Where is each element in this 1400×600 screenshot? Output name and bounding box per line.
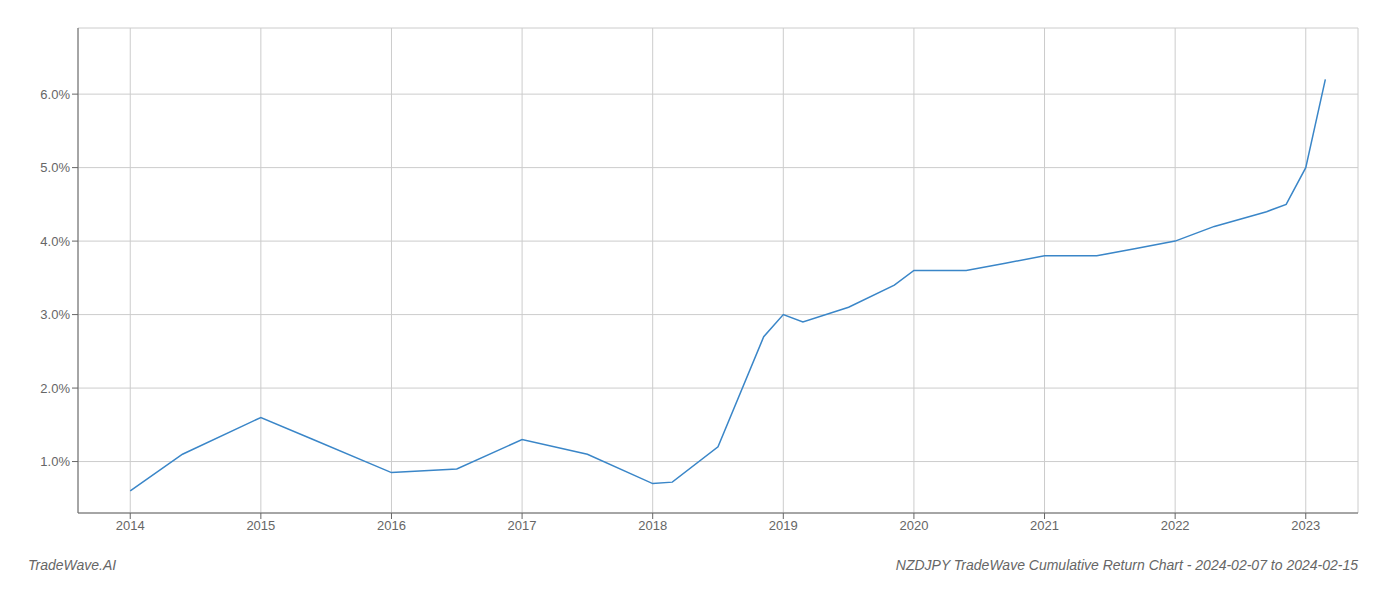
svg-text:2017: 2017 bbox=[508, 518, 537, 533]
svg-text:1.0%: 1.0% bbox=[40, 454, 70, 469]
svg-text:2016: 2016 bbox=[377, 518, 406, 533]
html-text:NZDJPY TradeWave Cumulative Re: NZDJPY TradeWave Cumulative Return Chart… bbox=[895, 557, 1358, 573]
svg-text:2018: 2018 bbox=[638, 518, 667, 533]
html-text:TradeWave.AI: TradeWave.AI bbox=[28, 557, 117, 573]
svg-text:2020: 2020 bbox=[899, 518, 928, 533]
svg-text:2015: 2015 bbox=[246, 518, 275, 533]
svg-text:2023: 2023 bbox=[1291, 518, 1320, 533]
svg-text:2022: 2022 bbox=[1161, 518, 1190, 533]
svg-text:3.0%: 3.0% bbox=[40, 307, 70, 322]
svg-text:2014: 2014 bbox=[116, 518, 145, 533]
svg-text:4.0%: 4.0% bbox=[40, 234, 70, 249]
svg-text:5.0%: 5.0% bbox=[40, 160, 70, 175]
svg-text:2019: 2019 bbox=[769, 518, 798, 533]
svg-text:2021: 2021 bbox=[1030, 518, 1059, 533]
svg-text:2.0%: 2.0% bbox=[40, 381, 70, 396]
svg-text:6.0%: 6.0% bbox=[40, 87, 70, 102]
